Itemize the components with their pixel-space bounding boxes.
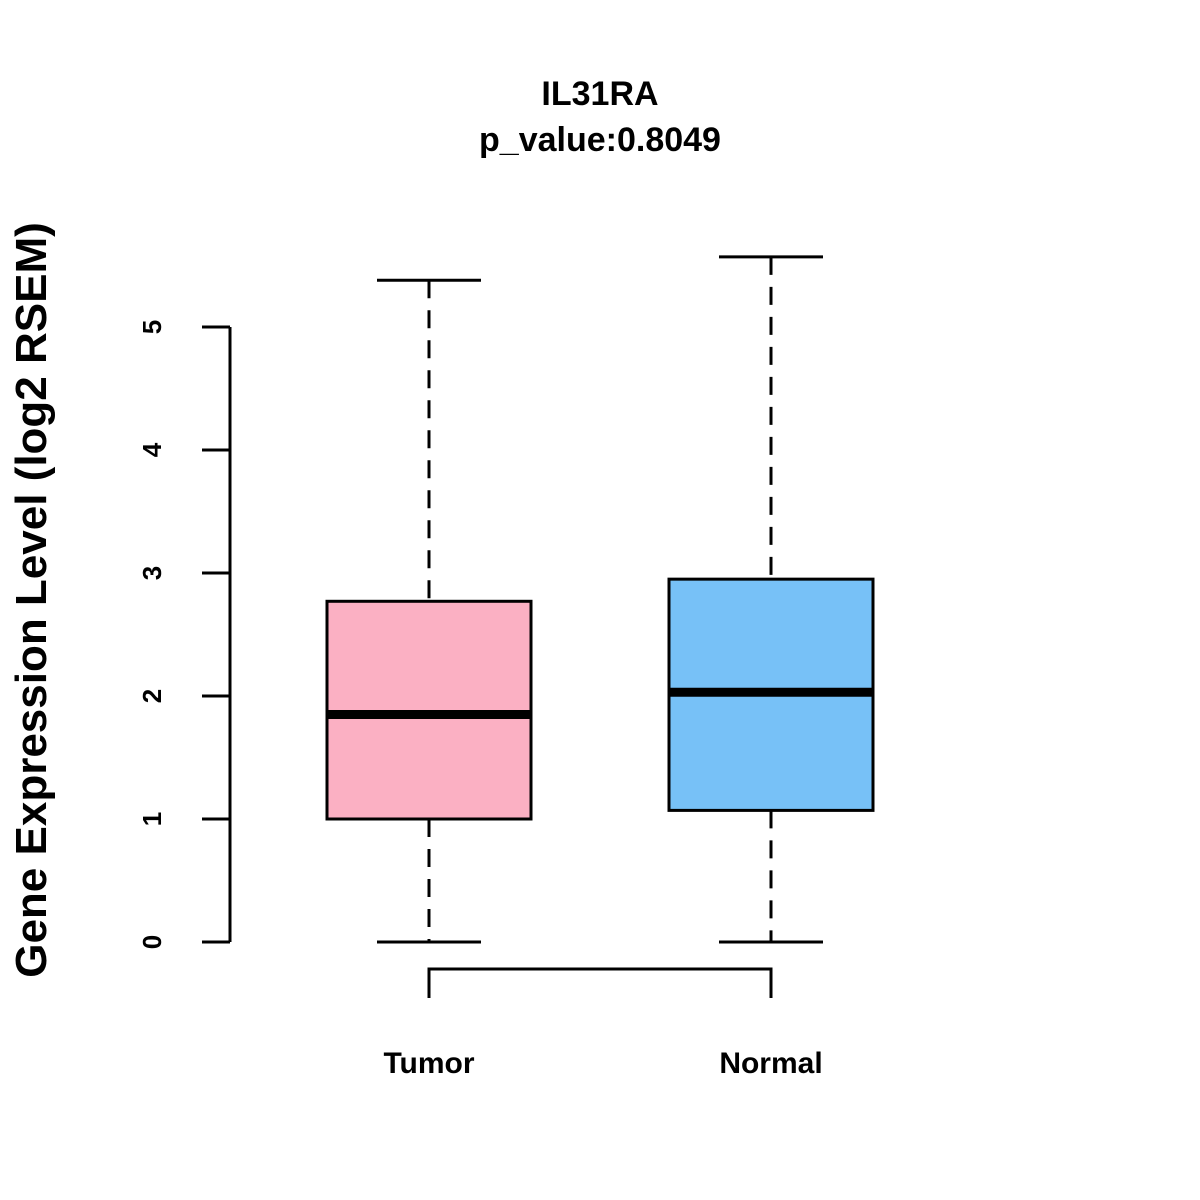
- y-tick-label: 5: [137, 320, 167, 334]
- y-tick-label: 2: [137, 689, 167, 703]
- chart-subtitle: p_value:0.8049: [479, 121, 721, 159]
- box-normal: [667, 255, 875, 944]
- y-tick-label: 3: [137, 566, 167, 580]
- box-tumor: [325, 278, 533, 944]
- category-labels: Tumor Normal: [383, 1047, 822, 1080]
- y-axis-label: Gene Expression Level (log2 RSEM): [7, 222, 56, 978]
- y-tick-label: 1: [137, 812, 167, 826]
- category-label-tumor: Tumor: [383, 1047, 474, 1080]
- bracket-line: [427, 967, 773, 998]
- chart-title: IL31RA: [541, 75, 658, 113]
- comparison-bracket: [427, 967, 773, 998]
- y-tick-label: 0: [137, 935, 167, 949]
- boxes: [325, 255, 875, 944]
- y-axis: 0 1 2 3 4 5: [137, 320, 232, 949]
- y-tick-label: 4: [137, 442, 167, 457]
- category-label-normal: Normal: [719, 1047, 822, 1080]
